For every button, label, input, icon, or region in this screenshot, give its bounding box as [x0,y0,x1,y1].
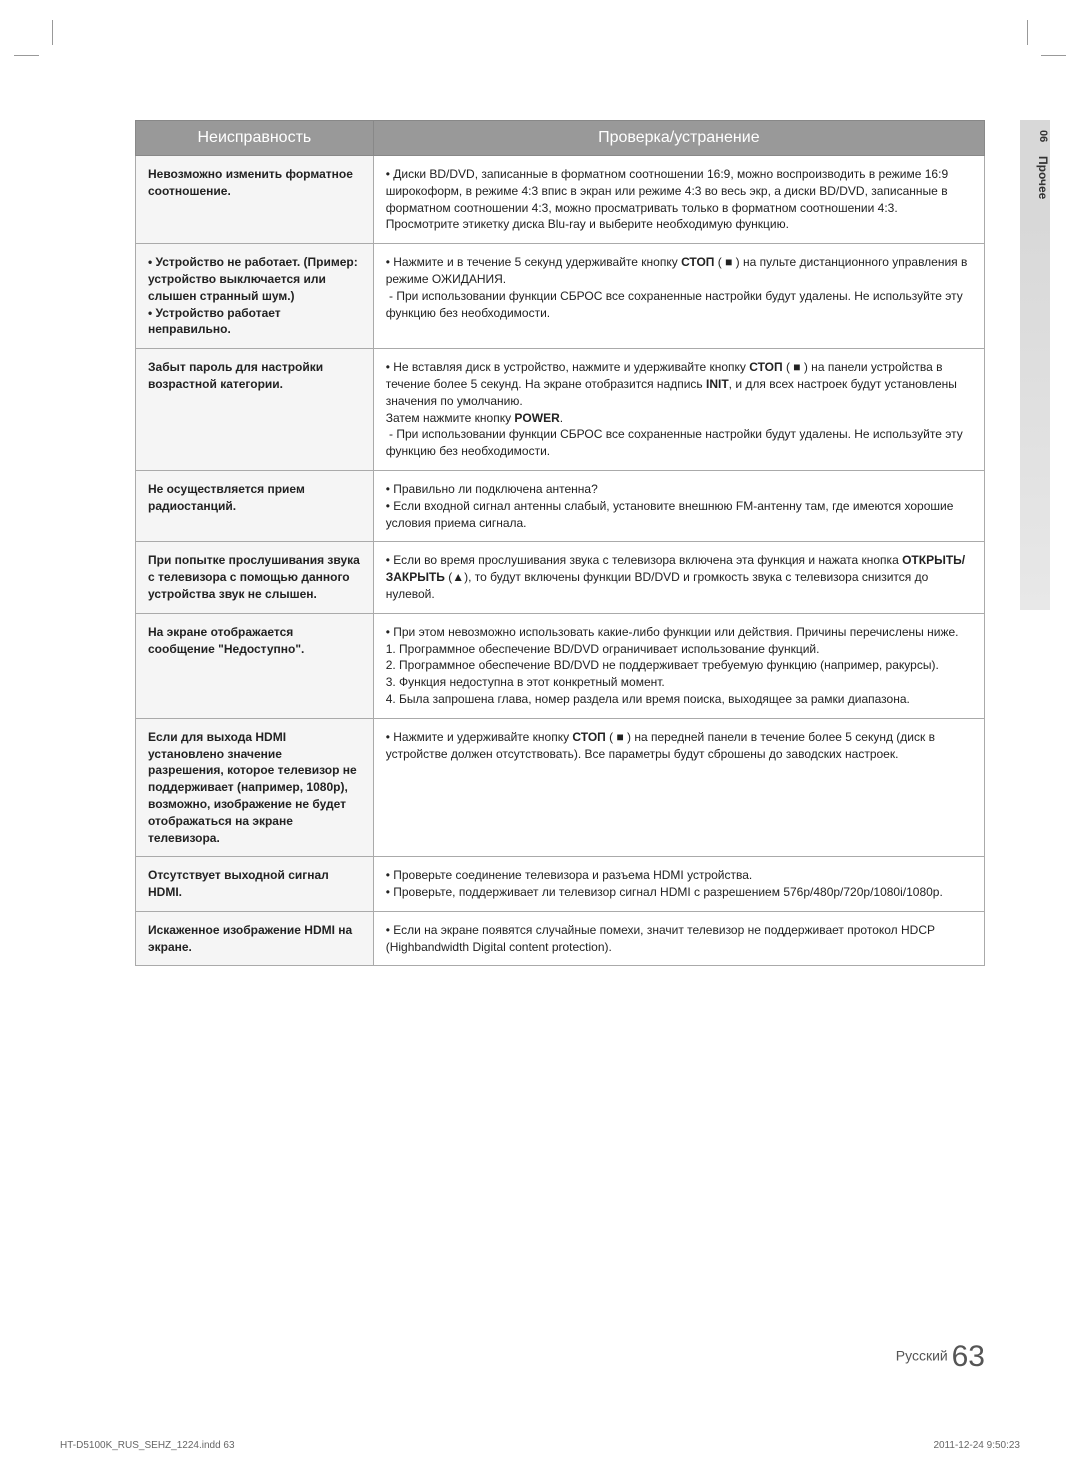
section-label: Прочее [1036,156,1050,199]
issue-cell: При попытке прослушивания звука с телеви… [136,542,374,613]
fix-cell: • При этом невозможно использовать какие… [373,613,984,718]
page-content: 06 Прочее Неисправность Проверка/устране… [0,0,1080,1479]
page-number: 63 [952,1340,985,1373]
table-row: Не осуществляется прием радиостанций.• П… [136,470,985,541]
fix-cell: • Если на экране появятся случайные поме… [373,911,984,966]
table-row: При попытке прослушивания звука с телеви… [136,542,985,613]
header-fix: Проверка/устранение [373,121,984,156]
print-footer: HT-D5100K_RUS_SEHZ_1224.indd 63 2011-12-… [60,1440,1020,1451]
fix-cell: • Если во время прослушивания звука с те… [373,542,984,613]
table-row: Если для выхода HDMI установлено значени… [136,718,985,857]
section-number: 06 [1037,130,1049,142]
fix-cell: • Нажмите и в течение 5 секунд удерживай… [373,244,984,349]
table-row: Отсутствует выходной сигнал HDMI.• Прове… [136,857,985,912]
section-tab: 06 Прочее [1020,120,1050,610]
issue-cell: На экране отображается сообщение "Недост… [136,613,374,718]
table-row: Искаженное изображение HDMI на экране.• … [136,911,985,966]
issue-cell: • Устройство не работает. (Пример: устро… [136,244,374,349]
header-issue: Неисправность [136,121,374,156]
issue-cell: Забыт пароль для настройки возрастной ка… [136,349,374,471]
print-footer-file: HT-D5100K_RUS_SEHZ_1224.indd 63 [60,1440,235,1451]
fix-cell: • Нажмите и удерживайте кнопку СТОП ( ■ … [373,718,984,857]
fix-cell: • Правильно ли подключена антенна? • Есл… [373,470,984,541]
fix-cell: • Не вставляя диск в устройство, нажмите… [373,349,984,471]
fix-cell: • Диски BD/DVD, записанные в форматном с… [373,156,984,244]
table-row: Невозможно изменить форматное соотношени… [136,156,985,244]
table-row: На экране отображается сообщение "Недост… [136,613,985,718]
issue-cell: Невозможно изменить форматное соотношени… [136,156,374,244]
page-footer: Русский 63 [896,1340,985,1374]
issue-cell: Если для выхода HDMI установлено значени… [136,718,374,857]
table-header-row: Неисправность Проверка/устранение [136,121,985,156]
issue-cell: Искаженное изображение HDMI на экране. [136,911,374,966]
troubleshooting-table: Неисправность Проверка/устранение Невозм… [135,120,985,966]
issue-cell: Не осуществляется прием радиостанций. [136,470,374,541]
table-row: • Устройство не работает. (Пример: устро… [136,244,985,349]
table-row: Забыт пароль для настройки возрастной ка… [136,349,985,471]
fix-cell: • Проверьте соединение телевизора и разъ… [373,857,984,912]
footer-language: Русский [896,1348,948,1364]
print-footer-date: 2011-12-24 9:50:23 [933,1440,1020,1451]
issue-cell: Отсутствует выходной сигнал HDMI. [136,857,374,912]
